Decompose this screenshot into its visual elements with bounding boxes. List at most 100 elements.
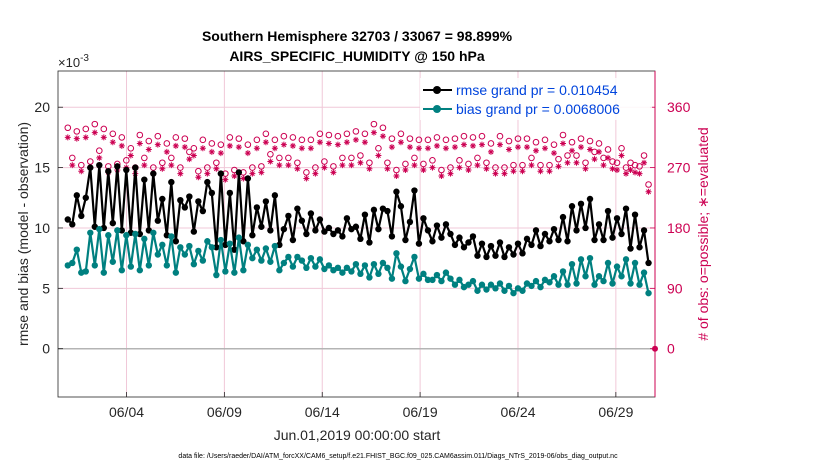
obs-evaluated-marker (163, 148, 170, 155)
rmse-point (325, 224, 333, 232)
rmse-point (172, 238, 180, 245)
obs-evaluated-marker (334, 141, 341, 148)
rmse-point (69, 221, 76, 228)
obs-possible-marker (190, 144, 198, 152)
obs-evaluated-marker (141, 162, 148, 169)
obs-evaluated-marker (532, 147, 539, 154)
obs-possible-marker (631, 161, 639, 169)
obs-evaluated-marker (231, 173, 238, 180)
bias-series (64, 225, 652, 297)
obs-evaluated-marker (632, 169, 639, 176)
obs-possible-marker (77, 161, 85, 169)
obs-evaluated-marker (569, 147, 576, 154)
bias-point (276, 267, 283, 274)
bias-point (433, 271, 441, 279)
obs-evaluated-marker (523, 144, 530, 151)
obs-evaluated-marker (258, 169, 265, 176)
rmse-point (537, 242, 544, 250)
rmse-point (195, 198, 202, 205)
bias-point (456, 276, 463, 284)
x-tick-label: 06/19 (403, 404, 438, 420)
bias-point (577, 256, 585, 263)
x-axis-label: Jun.01,2019 00:00:00 start (274, 427, 441, 443)
rmse-point (631, 211, 639, 218)
obs-possible-marker (609, 158, 616, 165)
bias-point (501, 287, 508, 294)
bias-point (618, 273, 625, 280)
x-tick-label: 06/04 (109, 404, 144, 420)
rmse-point (636, 244, 643, 251)
rmse-point (519, 250, 526, 257)
rmse-point (487, 242, 495, 250)
bias-point (604, 259, 612, 267)
obs-possible-marker (330, 163, 337, 170)
obs-possible-marker (339, 154, 346, 162)
y-tick-label: 10 (34, 220, 50, 236)
bias-point (361, 262, 369, 269)
rmse-point (433, 222, 441, 229)
bias-point (294, 253, 301, 261)
bias-point (478, 281, 486, 288)
obs-possible-marker (388, 135, 396, 142)
obs-possible-marker (478, 132, 486, 140)
rmse-point (424, 227, 432, 234)
x-tick-label: 06/24 (500, 404, 535, 420)
bias-point (595, 273, 603, 280)
rmse-point (514, 240, 522, 247)
bias-point (348, 268, 355, 275)
obs-evaluated-marker (483, 165, 490, 172)
obs-evaluated-marker (253, 145, 260, 152)
obs-evaluated-marker (469, 142, 476, 149)
bias-point (510, 289, 517, 297)
zero-obs-marker (652, 345, 658, 352)
bias-point (271, 242, 279, 250)
bias-point (222, 268, 229, 275)
obs-evaluated-marker (501, 170, 508, 177)
obs-evaluated-marker (96, 154, 103, 161)
rmse-point (478, 240, 486, 247)
bias-point (150, 229, 157, 236)
obs-possible-marker (546, 161, 553, 169)
rmse-point (622, 205, 630, 212)
bias-point (105, 232, 112, 239)
rmse-point (532, 227, 540, 234)
obs-evaluated-marker (262, 139, 269, 146)
obs-possible-marker (528, 154, 535, 162)
bias-point (438, 277, 445, 285)
obs-possible-marker (501, 164, 508, 171)
obs-evaluated-marker (285, 162, 292, 169)
obs-possible-marker (456, 157, 463, 164)
obs-possible-marker (379, 124, 387, 132)
rmse-point (415, 240, 423, 247)
rmse-point (555, 236, 562, 244)
bias-point (163, 262, 171, 269)
obs-possible-marker (537, 161, 544, 169)
obs-evaluated-marker (357, 159, 364, 166)
obs-evaluated-marker (600, 162, 607, 169)
obs-possible-marker (177, 164, 184, 171)
rmse-point (339, 233, 346, 240)
bias-point (339, 269, 346, 276)
rmse-point (334, 227, 342, 234)
obs-evaluated-marker (78, 168, 85, 175)
obs-possible-marker (159, 159, 166, 167)
obs-evaluated-marker (226, 142, 233, 149)
obs-evaluated-marker (492, 170, 499, 177)
obs-possible-marker (402, 160, 409, 168)
obs-possible-marker (357, 152, 364, 159)
obs-evaluated-marker (82, 134, 89, 141)
bias-point (465, 281, 472, 288)
bias-point (186, 242, 193, 250)
bias-point (307, 254, 315, 262)
rmse-point (240, 238, 247, 245)
obs-possible-marker (163, 140, 171, 147)
rmse-point (141, 176, 148, 183)
obs-possible-marker (235, 135, 243, 142)
bias-point (415, 275, 423, 282)
obs-possible-marker (492, 164, 499, 171)
obs-evaluated-marker (505, 146, 512, 153)
obs-evaluated-marker (627, 167, 634, 174)
bias-point (370, 260, 378, 268)
rmse-point (190, 228, 198, 235)
x-axis-ticks: 06/04 06/09 06/14 06/19 06/24 06/29 (109, 392, 634, 420)
